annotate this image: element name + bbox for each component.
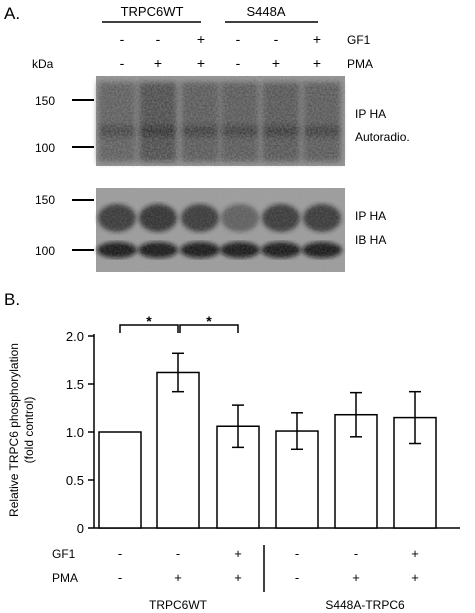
y-tick-label: 0.5	[66, 473, 84, 488]
group-header-wt: TRPC6WT	[121, 4, 184, 19]
panel-b-sign: -	[295, 546, 299, 561]
panel-a-sign: -	[156, 31, 161, 47]
panel-b-label: B.	[4, 290, 20, 309]
panel-a-sign: +	[154, 55, 162, 71]
panel-b-sign: -	[118, 570, 122, 585]
panel-a-sign: +	[313, 55, 321, 71]
panel-a-sign: +	[313, 31, 321, 47]
panel-a-sign: -	[274, 31, 279, 47]
panel-a-sign: +	[272, 55, 280, 71]
panel-b-treatment-signs: - - + - - + - + + - + +	[118, 546, 419, 585]
y-axis-label-unit: (fold control)	[22, 397, 36, 464]
panel-a-sign: +	[197, 31, 205, 47]
significance-star-1: *	[146, 313, 152, 329]
panel-b-sign: +	[352, 570, 360, 585]
panel-b-sign: -	[176, 546, 180, 561]
y-tick-label: 0	[77, 521, 84, 536]
blot-western	[96, 188, 345, 272]
panel-b-sign: -	[295, 570, 299, 585]
group-label-s448a: S448A-TRPC6	[325, 598, 405, 612]
panel-b-sign: +	[174, 570, 182, 585]
y-tick-label: 1.0	[66, 425, 84, 440]
panel-b-sign: +	[234, 570, 242, 585]
panel-b-row-pma: PMA	[52, 571, 78, 585]
panel-a-label: A.	[4, 4, 20, 23]
panel-a-sign: -	[120, 31, 125, 47]
blot-bottom-label-ib: IB HA	[355, 233, 386, 247]
bar	[98, 431, 142, 529]
panel-b-sign: -	[118, 546, 122, 561]
marker-100-bottom: 100	[35, 244, 55, 258]
group-label-wt: TRPC6WT	[149, 598, 208, 612]
panel-b-row-gf1: GF1	[52, 547, 76, 561]
y-tick-label: 1.5	[66, 377, 84, 392]
bar	[156, 371, 200, 529]
bar-chart: 0 0.5 1.0 1.5 2.0	[66, 329, 460, 536]
blot-top-label-autoradio: Autoradio.	[355, 130, 410, 144]
group-header-s448a: S448A	[246, 4, 285, 19]
significance-star-2: *	[206, 313, 212, 329]
panel-a-sign: -	[120, 55, 125, 71]
panel-b-sign: -	[354, 546, 358, 561]
blot-autoradiograph	[96, 76, 345, 166]
marker-100-top: 100	[35, 141, 55, 155]
significance-brackets	[119, 324, 239, 333]
panel-a-row-pma: PMA	[347, 57, 373, 71]
panel-a-sign: -	[236, 31, 241, 47]
panel-b-sign: +	[411, 570, 419, 585]
blot-bottom-label-ip: IP HA	[355, 209, 386, 223]
y-axis-label: Relative TRPC6 phosphorylation	[7, 343, 21, 517]
marker-150-top: 150	[35, 94, 55, 108]
panel-a-treatment-signs: - - + - - + - + + - + +	[120, 31, 321, 71]
panel-a-row-gf1: GF1	[347, 33, 371, 47]
panel-b-sign: +	[411, 546, 419, 561]
blot-top-label-ip: IP HA	[355, 107, 386, 121]
y-tick-label: 2.0	[66, 329, 84, 344]
panel-a-sign: +	[197, 55, 205, 71]
panel-b-sign: +	[234, 546, 242, 561]
kda-label: kDa	[32, 57, 54, 71]
panel-a-sign: -	[236, 55, 241, 71]
marker-150-bottom: 150	[35, 193, 55, 207]
